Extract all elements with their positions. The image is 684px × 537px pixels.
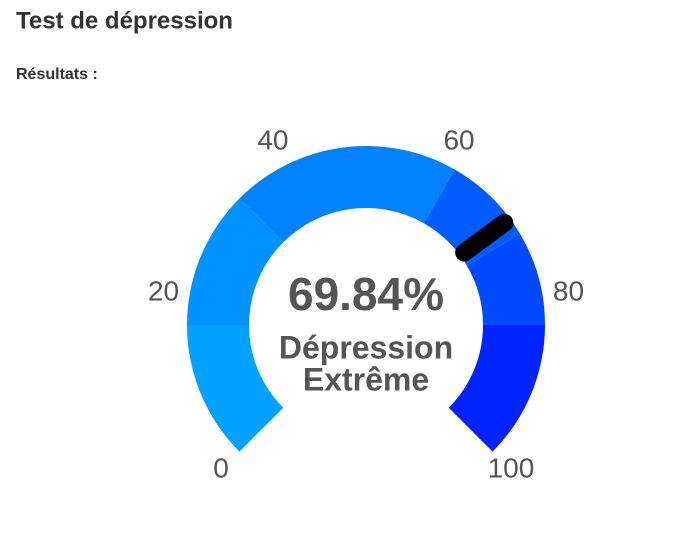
tick-label: 100 — [488, 452, 535, 483]
tick-label: 60 — [443, 125, 474, 156]
subtitle: Résultats : — [16, 66, 98, 83]
gauge-band — [448, 324, 545, 452]
gauge-band — [187, 324, 284, 452]
status-label: Dépression — [279, 329, 453, 365]
tick-label: 0 — [213, 452, 229, 483]
status-label: Extrême — [303, 361, 429, 397]
gauge-band — [187, 198, 284, 325]
tick-label: 80 — [553, 275, 584, 306]
gauge-band — [466, 233, 545, 325]
value-label: 69.84% — [288, 268, 444, 320]
needle — [455, 213, 514, 262]
gauge-band — [239, 145, 455, 243]
tick-label: 40 — [257, 125, 288, 156]
tick-label: 20 — [148, 275, 179, 306]
gauge-band — [423, 169, 521, 266]
page-title: Test de dépression — [16, 7, 233, 34]
